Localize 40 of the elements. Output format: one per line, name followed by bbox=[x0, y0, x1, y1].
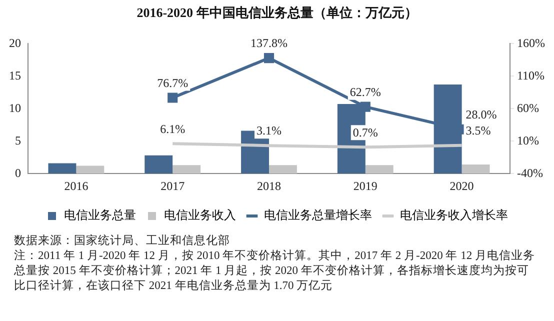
point bbox=[360, 102, 370, 112]
point bbox=[168, 92, 178, 103]
x-tick-label: 2016 bbox=[64, 178, 88, 193]
y2-tick-label: 160% bbox=[517, 36, 546, 50]
x-tick-label: 2020 bbox=[450, 178, 474, 193]
y2-tick-label: -40% bbox=[517, 166, 544, 180]
bar bbox=[365, 165, 394, 174]
bar bbox=[48, 163, 76, 174]
bar bbox=[462, 164, 490, 174]
bar bbox=[144, 155, 173, 174]
y-tick-label: 0 bbox=[15, 166, 21, 180]
legend-label: 电信业务总量增长率 bbox=[264, 208, 372, 222]
y2-tick-label: 60% bbox=[517, 100, 540, 115]
y-tick-label: 20 bbox=[9, 36, 21, 50]
data-label: 62.7% bbox=[350, 85, 381, 99]
chart-title: 2016-2020 年中国电信业务总量（单位：万亿元） bbox=[136, 5, 418, 20]
point bbox=[264, 52, 274, 64]
legend-label: 电信业务收入 bbox=[164, 208, 236, 222]
x-tick-label: 2017 bbox=[160, 178, 185, 193]
x-tick-label: 2019 bbox=[353, 178, 378, 193]
y-tick-label: 15 bbox=[9, 68, 21, 82]
bar bbox=[172, 165, 201, 174]
text: 注：2011 年 1 月-2020 年 12 月，按 2010 年不变价格计算。其中，2017 年 2 月-2020 年 12 月电信业务总量按 2015 年不变价格计算；2021 年 1 月起，按 2020 年不变价格计算，各指标增长速度均为按可比口径计算，在该口径下 2021 年电信业务总量为 1.70 万亿元 bbox=[14, 249, 536, 294]
source-note: 数据来源：国家统计局、工业和信息化部 bbox=[14, 234, 231, 249]
data-label: 76.7% bbox=[157, 76, 188, 90]
y2-tick-label: 10% bbox=[517, 133, 540, 148]
y2-tick-label: 110% bbox=[517, 68, 545, 82]
y-tick-label: 10 bbox=[9, 100, 21, 115]
x-tick-label: 2018 bbox=[257, 178, 281, 193]
legend-label: 电信业务总量 bbox=[64, 208, 136, 222]
bar bbox=[76, 166, 104, 174]
data-label: 28.0% bbox=[466, 108, 497, 122]
data-label: 3.5% bbox=[466, 123, 491, 138]
data-label: 6.1% bbox=[160, 122, 186, 136]
data-label: 137.8% bbox=[250, 36, 288, 50]
data-label: 3.1% bbox=[256, 124, 282, 138]
legend-label: 电信业务收入增长率 bbox=[400, 208, 508, 222]
data-label: 0.7% bbox=[352, 125, 378, 140]
bar bbox=[269, 165, 297, 174]
y-tick-label: 5 bbox=[15, 133, 21, 148]
